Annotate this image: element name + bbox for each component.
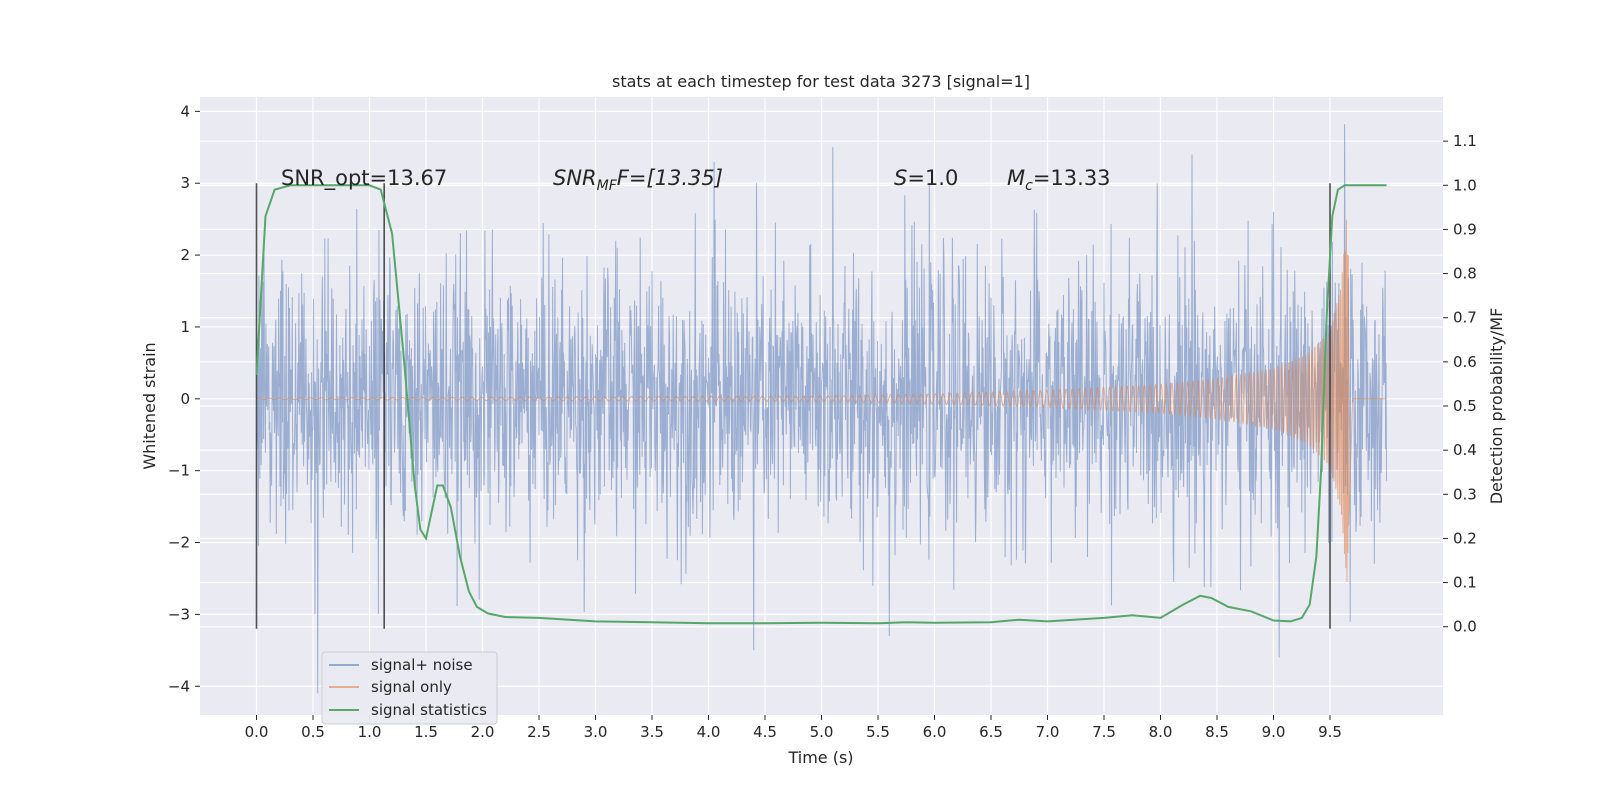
signal-plus-noise-series [256, 124, 1387, 694]
y-tick-label-right: 1.0 [1453, 176, 1477, 194]
x-tick-label: 3.0 [584, 723, 608, 741]
x-tick-label: 4.5 [753, 723, 777, 741]
axis-ticks: 0.0 0.5 1.0 1.5 2.0 2.5 3.0 3.5 4.0 4.5 5.0 5.5 6.0 6… [168, 102, 1477, 741]
x-tick-label: 5.0 [810, 723, 834, 741]
legend-label-statistics: signal statistics [371, 701, 487, 719]
legend-label-noise: signal+ noise [371, 656, 473, 674]
y-tick-label-left: 1 [180, 318, 190, 336]
x-tick-label: 3.5 [640, 723, 664, 741]
x-tick-label: 9.0 [1262, 723, 1286, 741]
x-tick-label: 0.5 [301, 723, 325, 741]
x-axis-title: Time (s) [787, 748, 853, 767]
x-tick-label: 1.0 [358, 723, 382, 741]
y-tick-label-right: 0.1 [1453, 574, 1477, 592]
x-tick-label: 4.0 [697, 723, 721, 741]
legend: signal+ noise signal only signal statist… [321, 651, 498, 725]
x-tick-label: 2.5 [527, 723, 551, 741]
y-tick-label-right: 0.6 [1453, 353, 1477, 371]
legend-box [321, 651, 498, 725]
y-tick-label-right: 0.2 [1453, 529, 1477, 547]
y-tick-label-right: 0.0 [1453, 618, 1477, 636]
x-tick-label: 1.5 [414, 723, 438, 741]
signal-trace [256, 219, 1387, 583]
y-tick-label-left: 2 [180, 246, 190, 264]
x-tick-label: 7.0 [1036, 723, 1060, 741]
x-tick-label: 2.0 [471, 723, 495, 741]
annotation-mc: Mc=13.33 [1007, 166, 1111, 194]
y-tick-label-left: −3 [168, 605, 190, 623]
annotation-s: S=1.0 [894, 166, 958, 190]
y-tick-label-left: 3 [180, 174, 190, 192]
y-tick-label-right: 0.5 [1453, 397, 1477, 415]
y-tick-label-left: −4 [168, 677, 190, 695]
y-axis-title-right: Detection probability/MF [1487, 308, 1506, 505]
y-tick-label-left: 0 [180, 390, 190, 408]
y-tick-label-right: 1.1 [1453, 132, 1477, 150]
x-tick-label: 6.0 [923, 723, 947, 741]
y-tick-label-left: −2 [168, 534, 190, 552]
statistics-trace [255, 184, 1387, 625]
annotation-snr-mf: SNRMFF=[13.35] [553, 166, 723, 194]
x-tick-label: 0.0 [245, 723, 269, 741]
y-axis-title-left: Whitened strain [140, 342, 159, 469]
x-tick-label: 9.5 [1318, 723, 1342, 741]
signal-only-series [256, 219, 1387, 583]
y-tick-label-left: −1 [168, 462, 190, 480]
signal-statistics-series [255, 184, 1387, 625]
y-tick-label-right: 0.4 [1453, 441, 1477, 459]
y-tick-label-right: 0.7 [1453, 309, 1477, 327]
y-tick-label-left: 4 [180, 102, 190, 120]
y-tick-label-right: 0.3 [1453, 485, 1477, 503]
x-tick-label: 6.5 [979, 723, 1003, 741]
x-tick-label: 5.5 [866, 723, 890, 741]
noise-trace [256, 124, 1387, 694]
y-tick-label-right: 0.8 [1453, 265, 1477, 283]
x-tick-label: 7.5 [1092, 723, 1116, 741]
x-tick-label: 8.5 [1205, 723, 1229, 741]
chart-title: stats at each timestep for test data 327… [612, 72, 1030, 91]
annotation-snr-opt: SNR_opt=13.67 [281, 166, 447, 191]
y-tick-label-right: 0.9 [1453, 220, 1477, 238]
x-tick-label: 8.0 [1149, 723, 1173, 741]
legend-label-signal: signal only [371, 678, 452, 696]
